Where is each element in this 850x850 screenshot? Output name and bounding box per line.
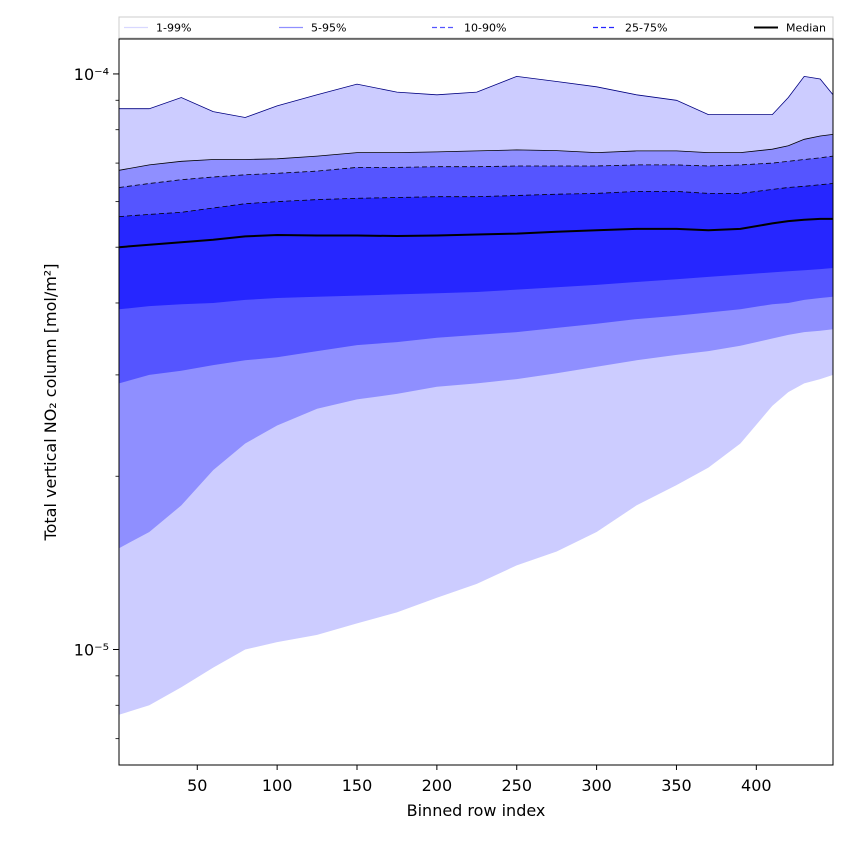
y-tick-label-0: 10⁻⁵ [74, 641, 109, 660]
legend-label-5-95: 5-95% [311, 22, 346, 35]
legend-frame [118, 16, 834, 39]
line-layer [118, 75, 834, 249]
band-25-75 [119, 183, 833, 310]
band-5-95-upper-line [118, 134, 834, 171]
legend: 1-99% 5-95% 10-90% 25-75% Median [118, 16, 834, 39]
x-tick-label-200: 200 [422, 776, 453, 795]
plot-frame [118, 38, 834, 766]
x-tick-label-350: 350 [661, 776, 692, 795]
legend-label-1-99: 1-99% [156, 22, 191, 35]
legend-label-median: Median [786, 22, 826, 35]
band-1-99-upper-line [119, 75, 834, 118]
x-tick-label-50: 50 [187, 776, 207, 795]
x-axis: 50 100 150 200 250 300 350 400 [187, 765, 772, 795]
x-tick-label-100: 100 [262, 776, 293, 795]
band-10-90-upper-line [118, 155, 834, 188]
legend-label-25-75: 25-75% [625, 22, 667, 35]
x-tick-label-150: 150 [342, 776, 373, 795]
y-axis-label: Total vertical NO₂ column [mol/m²] [41, 264, 60, 542]
x-tick-label-250: 250 [501, 776, 532, 795]
band-25-75-upper-line [118, 183, 834, 217]
x-tick-label-300: 300 [581, 776, 612, 795]
y-tick-label-1: 10⁻⁴ [74, 65, 109, 84]
legend-label-10-90: 10-90% [464, 22, 506, 35]
y-axis: 10⁻⁵ 10⁻⁴ [74, 65, 119, 740]
line-median [118, 217, 833, 249]
band-layer [119, 76, 833, 715]
x-tick-label-400: 400 [741, 776, 772, 795]
x-axis-label: Binned row index [407, 801, 546, 820]
